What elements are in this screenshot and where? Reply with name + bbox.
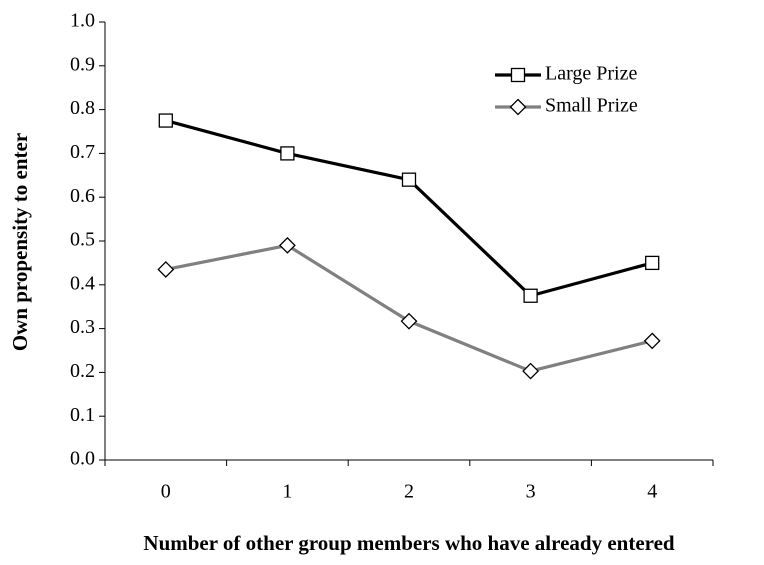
legend-label: Large Prize	[545, 63, 637, 85]
y-tick-label: 1.0	[70, 10, 95, 32]
y-tick-label: 0.6	[70, 185, 95, 207]
data-point	[401, 172, 417, 187]
legend-marker	[510, 67, 526, 83]
y-tick-label: 0.0	[70, 448, 95, 470]
series-line	[165, 119, 653, 298]
y-tick-label: 0.7	[70, 141, 95, 163]
data-point	[400, 312, 418, 330]
data-point	[157, 261, 175, 278]
series-line	[165, 243, 653, 373]
x-tick-label: 3	[526, 481, 536, 503]
x-tick-label: 4	[647, 481, 657, 503]
data-point	[158, 113, 173, 128]
y-tick-label: 0.8	[70, 97, 95, 119]
x-tick-label: 0	[161, 481, 171, 503]
data-point	[645, 255, 660, 271]
legend-label: Small Prize	[545, 95, 638, 117]
y-tick-label: 0.2	[70, 360, 95, 382]
y-axis-title: Own propensity to enter	[8, 133, 32, 351]
data-point	[280, 146, 295, 161]
data-point	[278, 236, 296, 254]
y-tick-label: 0.4	[70, 272, 95, 294]
x-tick-label: 2	[404, 481, 414, 503]
data-point	[643, 332, 661, 350]
y-tick-label: 0.5	[70, 229, 95, 251]
x-tick-label: 1	[282, 481, 292, 503]
x-axis-title: Number of other group members who have a…	[143, 531, 675, 555]
y-tick-label: 0.1	[70, 404, 95, 426]
data-point	[523, 288, 538, 303]
legend-marker	[509, 98, 527, 116]
y-tick-label: 0.9	[70, 53, 95, 75]
y-tick-label: 0.3	[70, 316, 95, 338]
data-point	[522, 362, 540, 380]
